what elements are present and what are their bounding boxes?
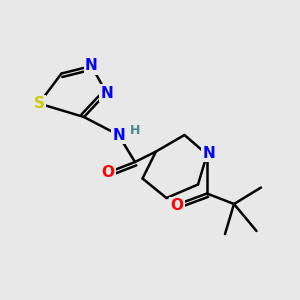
- Text: S: S: [34, 96, 44, 111]
- Text: N: N: [100, 85, 113, 100]
- Text: N: N: [85, 58, 98, 74]
- Text: N: N: [202, 146, 215, 160]
- Text: H: H: [130, 124, 140, 137]
- Text: N: N: [112, 128, 125, 142]
- Text: O: O: [101, 165, 115, 180]
- Text: O: O: [170, 198, 184, 213]
